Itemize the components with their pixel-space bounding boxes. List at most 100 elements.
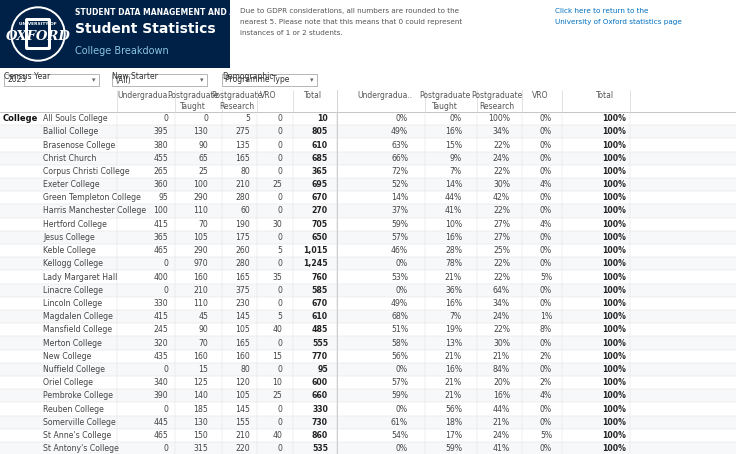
Text: 415: 415 xyxy=(153,220,168,229)
Text: 15: 15 xyxy=(272,352,282,360)
Text: 14%: 14% xyxy=(391,193,408,202)
Text: 2023: 2023 xyxy=(7,75,26,84)
Text: College Breakdown: College Breakdown xyxy=(75,46,169,56)
Text: Kellogg College: Kellogg College xyxy=(43,259,103,268)
Text: 80: 80 xyxy=(240,365,250,374)
Text: Harris Manchester College: Harris Manchester College xyxy=(43,207,146,216)
Text: 535: 535 xyxy=(312,444,328,453)
Text: 730: 730 xyxy=(312,418,328,427)
Text: 30%: 30% xyxy=(493,339,510,347)
Text: 5: 5 xyxy=(245,114,250,123)
Text: 15%: 15% xyxy=(445,140,462,149)
Text: 555: 555 xyxy=(312,339,328,347)
Text: Green Templeton College: Green Templeton College xyxy=(43,193,141,202)
Text: 0: 0 xyxy=(163,114,168,123)
Text: 27%: 27% xyxy=(493,233,510,242)
Text: 100%: 100% xyxy=(602,286,626,295)
Text: 41%: 41% xyxy=(492,444,510,453)
Ellipse shape xyxy=(25,17,51,51)
Text: 105: 105 xyxy=(236,326,250,334)
Text: 2%: 2% xyxy=(540,378,552,387)
Text: 4%: 4% xyxy=(539,391,552,400)
Text: 78%: 78% xyxy=(445,259,462,268)
Text: 485: 485 xyxy=(311,326,328,334)
Text: 100%: 100% xyxy=(602,233,626,242)
Text: Mansfield College: Mansfield College xyxy=(43,326,112,334)
Text: 100%: 100% xyxy=(602,312,626,321)
Circle shape xyxy=(11,7,65,61)
Text: Christ Church: Christ Church xyxy=(43,154,96,163)
Text: 2%: 2% xyxy=(540,352,552,360)
Text: ▾: ▾ xyxy=(91,77,95,83)
Text: Merton College: Merton College xyxy=(43,339,102,347)
Text: 0: 0 xyxy=(277,339,282,347)
Text: 445: 445 xyxy=(153,418,168,427)
Text: 14%: 14% xyxy=(445,180,462,189)
Text: 42%: 42% xyxy=(493,193,510,202)
Text: 5: 5 xyxy=(277,312,282,321)
Text: 0%: 0% xyxy=(540,339,552,347)
Text: 130: 130 xyxy=(194,418,208,427)
Text: 100%: 100% xyxy=(602,405,626,414)
Text: 0%: 0% xyxy=(540,444,552,453)
Text: 260: 260 xyxy=(236,246,250,255)
Text: 21%: 21% xyxy=(445,378,462,387)
Text: 0%: 0% xyxy=(540,405,552,414)
Text: 1,015: 1,015 xyxy=(303,246,328,255)
Text: 90: 90 xyxy=(198,326,208,334)
Text: 16%: 16% xyxy=(445,365,462,374)
Text: 0: 0 xyxy=(277,207,282,216)
Text: 100%: 100% xyxy=(602,140,626,149)
Text: 390: 390 xyxy=(153,391,168,400)
Text: 0%: 0% xyxy=(540,114,552,123)
Text: STUDENT DATA MANAGEMENT AND ANALYSIS: STUDENT DATA MANAGEMENT AND ANALYSIS xyxy=(75,8,270,17)
Text: 380: 380 xyxy=(153,140,168,149)
Text: 16%: 16% xyxy=(493,391,510,400)
Text: 0: 0 xyxy=(277,233,282,242)
Text: 21%: 21% xyxy=(445,391,462,400)
Text: College: College xyxy=(3,114,38,123)
Text: 16%: 16% xyxy=(445,127,462,136)
Text: 290: 290 xyxy=(194,246,208,255)
Text: 125: 125 xyxy=(194,378,208,387)
Text: Due to GDPR considerations, all numbers are rounded to the: Due to GDPR considerations, all numbers … xyxy=(240,8,459,14)
Text: 185: 185 xyxy=(194,405,208,414)
Text: 805: 805 xyxy=(312,127,328,136)
Text: 270: 270 xyxy=(312,207,328,216)
Text: 7%: 7% xyxy=(450,312,462,321)
Text: 36%: 36% xyxy=(445,286,462,295)
Text: 16%: 16% xyxy=(445,299,462,308)
Text: 22%: 22% xyxy=(493,326,510,334)
Text: 21%: 21% xyxy=(445,352,462,360)
Text: 19%: 19% xyxy=(445,326,462,334)
Bar xyxy=(0,231,736,244)
Text: ▾: ▾ xyxy=(199,77,203,83)
Text: Balliol College: Balliol College xyxy=(43,127,98,136)
Text: 0%: 0% xyxy=(396,259,408,268)
Text: 100%: 100% xyxy=(602,259,626,268)
Text: 49%: 49% xyxy=(391,299,408,308)
Text: 37%: 37% xyxy=(391,207,408,216)
Text: 220: 220 xyxy=(236,444,250,453)
Text: 40: 40 xyxy=(272,326,282,334)
Text: 330: 330 xyxy=(153,299,168,308)
Text: 54%: 54% xyxy=(391,431,408,440)
Text: Hertford College: Hertford College xyxy=(43,220,107,229)
Text: VRO: VRO xyxy=(260,91,276,100)
Text: 280: 280 xyxy=(236,193,250,202)
Text: 57%: 57% xyxy=(391,233,408,242)
Text: 230: 230 xyxy=(236,299,250,308)
Text: 0%: 0% xyxy=(540,154,552,163)
Text: 0%: 0% xyxy=(396,114,408,123)
Bar xyxy=(0,257,736,271)
Text: Linacre College: Linacre College xyxy=(43,286,103,295)
Text: 0: 0 xyxy=(277,127,282,136)
Text: 770: 770 xyxy=(312,352,328,360)
Text: 100%: 100% xyxy=(488,114,510,123)
Text: nearest 5. Please note that this means that 0 could represent: nearest 5. Please note that this means t… xyxy=(240,19,462,25)
Text: 24%: 24% xyxy=(493,312,510,321)
Text: Undergradua..: Undergradua.. xyxy=(358,91,413,100)
Text: 290: 290 xyxy=(194,193,208,202)
Text: 0%: 0% xyxy=(450,114,462,123)
Text: UNIVERSITY OF: UNIVERSITY OF xyxy=(19,22,57,26)
